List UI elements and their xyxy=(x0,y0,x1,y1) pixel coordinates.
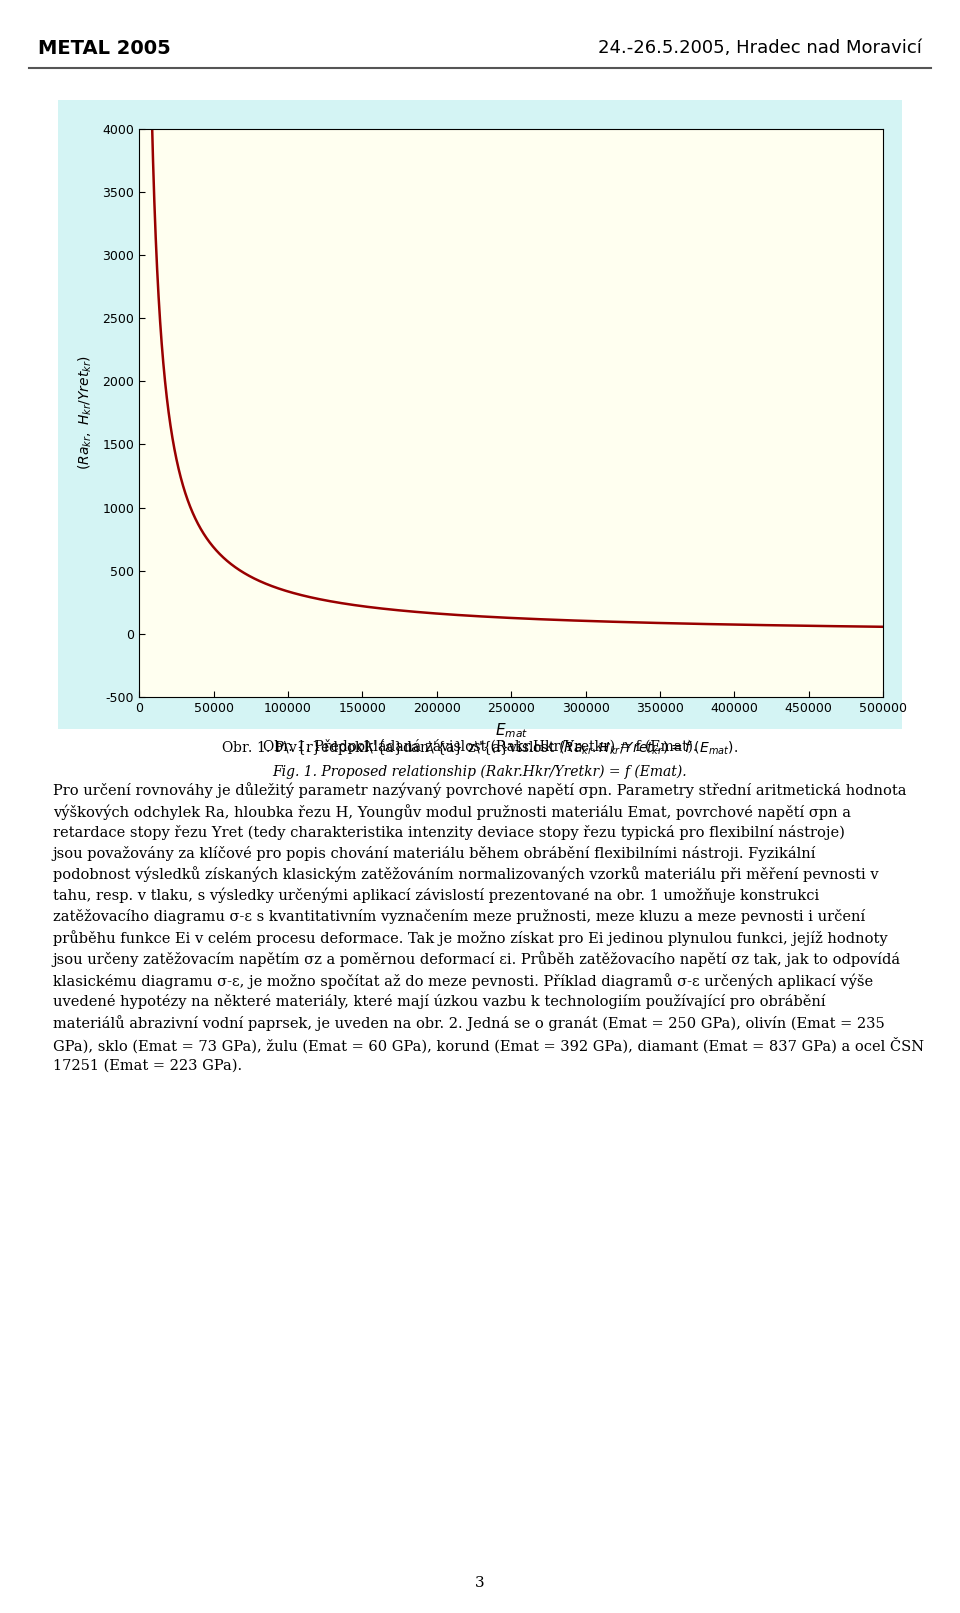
Text: Pro určení rovnováhy je důležitý parametr nazývaný povrchové napětí σpn. Paramet: Pro určení rovnováhy je důležitý paramet… xyxy=(53,782,924,1073)
Text: 3: 3 xyxy=(475,1576,485,1590)
Text: Obr. 1. P\v{r}edpokl\'{a}dan\'{a} z\'{a}vislost $(Ra_{kr}.H_{kr}/Yret_{kr}) = f\: Obr. 1. P\v{r}edpokl\'{a}dan\'{a} z\'{a}… xyxy=(222,739,738,756)
Y-axis label: $(Ra_{kr},\ H_{kr}/Yret_{kr})$: $(Ra_{kr},\ H_{kr}/Yret_{kr})$ xyxy=(77,355,94,471)
Text: Obr. 1. Předpokládaná závislost (Rakr.Hkr/Yretkr) = f (Emat).: Obr. 1. Předpokládaná závislost (Rakr.Hk… xyxy=(263,739,697,753)
Text: METAL 2005: METAL 2005 xyxy=(38,39,171,58)
Text: Fig. 1. Proposed relationship (Rakr.Hkr/Yretkr) = f (Emat).: Fig. 1. Proposed relationship (Rakr.Hkr/… xyxy=(273,765,687,779)
Text: 24.-26.5.2005, Hradec nad Moravicí: 24.-26.5.2005, Hradec nad Moravicí xyxy=(598,39,922,56)
X-axis label: $E_{mat}$: $E_{mat}$ xyxy=(494,721,528,740)
